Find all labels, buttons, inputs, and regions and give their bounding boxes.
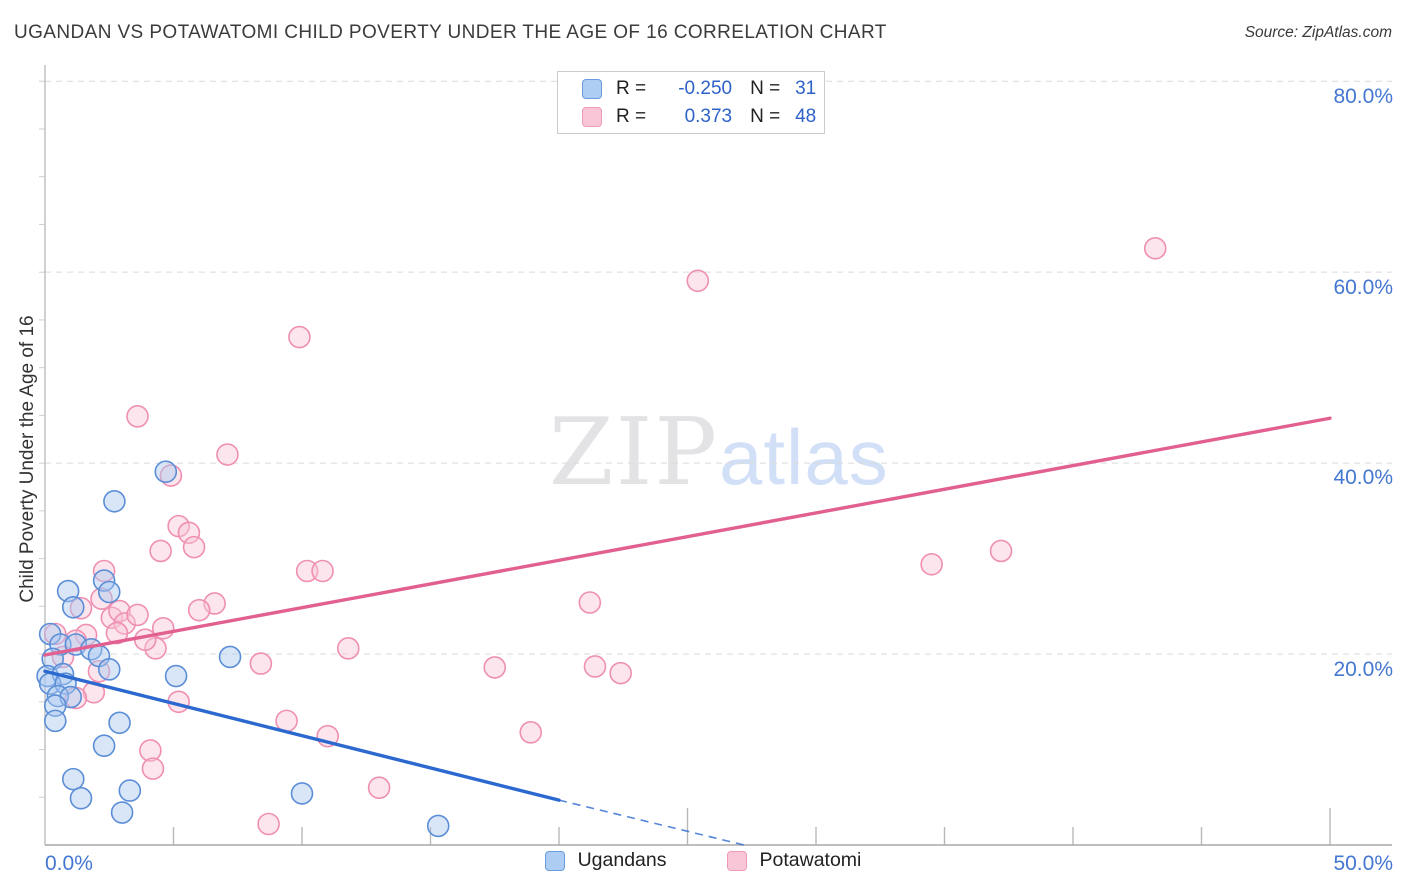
trend-line-potawatomi	[43, 416, 1332, 657]
scatter-point-ugandans	[92, 734, 116, 758]
scatter-point-ugandans	[61, 595, 85, 619]
scatter-point-potawatomi	[519, 721, 543, 744]
scatter-point-potawatomi	[177, 521, 201, 545]
ugandans-swatch-icon	[544, 850, 565, 871]
y-tick-20: 20.0%	[1333, 658, 1393, 681]
scatter-point-ugandans	[43, 694, 67, 717]
y-tick-80: 80.0%	[1333, 85, 1393, 108]
scatter-point-ugandans	[108, 711, 131, 735]
scatter-point-potawatomi	[483, 656, 507, 679]
scatter-point-potawatomi	[288, 325, 311, 349]
scatter-point-potawatomi	[609, 661, 632, 685]
scatter-point-potawatomi	[295, 559, 319, 583]
x-tick-0: 0.0%	[45, 852, 93, 875]
legend-row-ugandans: R = -0.250 N = 31	[558, 77, 824, 101]
scatter-point-potawatomi	[139, 739, 162, 762]
scatter-point-potawatomi	[1143, 237, 1167, 260]
trend-line-extension-ugandans	[558, 799, 745, 846]
scatter-point-ugandans	[290, 782, 314, 805]
scatter-point-ugandans	[97, 658, 121, 681]
scatter-point-potawatomi	[249, 652, 273, 675]
scatter-point-potawatomi	[108, 599, 131, 623]
legend-label: Ugandans	[577, 849, 667, 871]
scatter-point-potawatomi	[336, 637, 360, 660]
scatter-point-potawatomi	[311, 559, 334, 583]
scatter-point-ugandans	[103, 490, 126, 513]
y-tick-60: 60.0%	[1333, 276, 1393, 299]
n-label: N =	[750, 77, 781, 99]
scatter-point-potawatomi	[126, 603, 149, 627]
scatter-point-potawatomi	[920, 553, 943, 576]
scatter-point-ugandans	[426, 814, 450, 838]
scatter-point-potawatomi	[182, 535, 206, 559]
scatter-point-ugandans	[164, 664, 188, 688]
legend-item-potawatomi: Potawatomi	[726, 849, 862, 872]
scatter-point-potawatomi	[105, 621, 129, 645]
y-tick-40: 40.0%	[1333, 466, 1393, 489]
scatter-point-potawatomi	[126, 405, 149, 428]
scatter-point-potawatomi	[367, 776, 391, 800]
scatter-point-potawatomi	[187, 598, 211, 622]
correlation-legend-box: R = -0.250 N = 31 R = 0.373 N = 48	[557, 71, 825, 134]
scatter-point-potawatomi	[257, 812, 280, 836]
n-value: 31	[795, 77, 817, 99]
r-value: 0.373	[684, 105, 733, 127]
scatter-point-potawatomi	[43, 622, 67, 646]
r-label: R =	[616, 77, 647, 99]
scatter-point-ugandans	[61, 767, 85, 791]
n-value: 48	[795, 105, 817, 127]
scatter-point-ugandans	[110, 801, 134, 824]
legend-label: Potawatomi	[759, 849, 862, 871]
scatter-point-potawatomi	[92, 559, 116, 583]
scatter-point-potawatomi	[141, 757, 165, 780]
ugandans-swatch-icon	[582, 78, 602, 99]
scatter-point-potawatomi	[583, 655, 607, 678]
scatter-point-potawatomi	[578, 591, 602, 614]
scatter-point-ugandans	[154, 460, 178, 484]
scatter-point-ugandans	[218, 645, 242, 669]
r-label: R =	[616, 105, 647, 127]
source-attribution: Source: ZipAtlas.com	[1244, 24, 1392, 41]
scatter-point-ugandans	[69, 786, 93, 810]
potawatomi-swatch-icon	[726, 850, 747, 871]
scatter-point-ugandans	[92, 569, 116, 592]
trend-line-ugandans	[43, 669, 561, 802]
scatter-point-potawatomi	[149, 539, 172, 563]
scatter-point-potawatomi	[989, 539, 1013, 563]
series-legend: Ugandans Potawatomi	[0, 849, 1406, 872]
scatter-point-ugandans	[97, 580, 121, 604]
page-title: UGANDAN VS POTAWATOMI CHILD POVERTY UNDE…	[14, 22, 887, 43]
scatter-point-potawatomi	[686, 269, 710, 293]
scatter-point-ugandans	[43, 709, 67, 733]
r-value: -0.250	[678, 77, 733, 99]
scatter-point-potawatomi	[133, 628, 157, 652]
n-label: N =	[750, 105, 781, 127]
legend-item-ugandans: Ugandans	[544, 849, 667, 872]
scatter-point-ugandans	[118, 779, 142, 802]
scatter-point-potawatomi	[69, 596, 93, 620]
scatter-point-potawatomi	[216, 443, 239, 466]
potawatomi-swatch-icon	[582, 106, 602, 127]
x-tick-50: 50.0%	[1333, 852, 1393, 875]
legend-row-potawatomi: R = 0.373 N = 48	[558, 105, 824, 129]
